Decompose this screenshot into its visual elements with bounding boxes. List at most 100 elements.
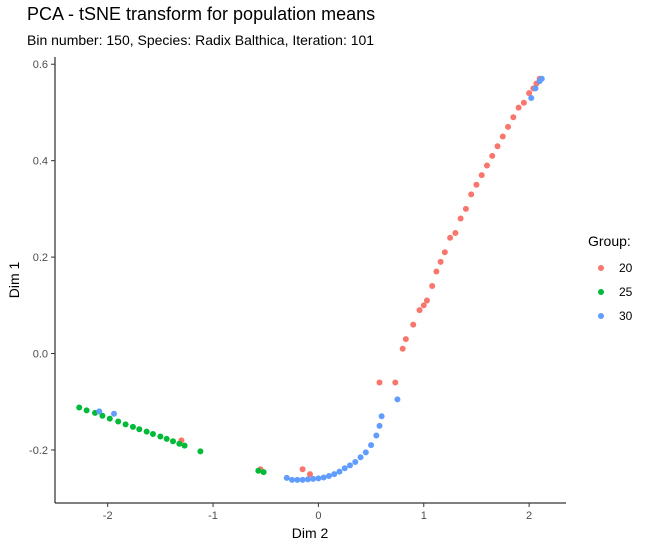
point-group-30 (336, 468, 343, 475)
point-group-20 (410, 321, 417, 328)
point-group-20 (478, 172, 485, 179)
x-tick-label: 0 (315, 510, 321, 522)
point-group-30 (368, 442, 375, 449)
point-group-20 (494, 143, 501, 150)
point-group-30 (283, 474, 290, 481)
legend-label-25: 25 (619, 285, 633, 299)
point-group-20 (499, 133, 506, 140)
legend-label-30: 30 (619, 309, 633, 323)
point-group-25 (255, 467, 262, 474)
legend-key-20 (598, 265, 604, 271)
point-group-20 (299, 466, 306, 473)
point-group-25 (136, 426, 143, 433)
point-group-30 (528, 94, 535, 101)
point-group-20 (473, 181, 480, 188)
legend: Group: 20 25 30 (588, 233, 633, 323)
chart-title: PCA - tSNE transform for population mean… (27, 4, 376, 24)
point-group-30 (532, 85, 539, 92)
point-group-25 (106, 415, 113, 422)
point-group-30 (304, 476, 311, 483)
point-group-30 (111, 410, 118, 417)
y-tick-label: 0.6 (33, 59, 48, 71)
point-group-30 (357, 454, 364, 461)
point-group-25 (115, 418, 122, 425)
point-group-20 (433, 268, 440, 275)
point-group-25 (176, 440, 183, 447)
point-group-30 (331, 471, 338, 478)
point-group-25 (149, 431, 156, 438)
point-group-25 (76, 404, 83, 411)
point-group-30 (538, 75, 545, 82)
point-group-20 (520, 99, 527, 106)
point-group-25 (122, 421, 129, 428)
point-group-30 (310, 475, 317, 482)
point-group-25 (163, 435, 170, 442)
chart-subtitle: Bin number: 150, Species: Radix Balthica… (27, 32, 375, 48)
point-group-20 (423, 297, 430, 304)
point-group-20 (505, 123, 512, 130)
point-group-30 (289, 476, 296, 483)
point-group-20 (399, 345, 406, 352)
point-group-20 (483, 162, 490, 169)
point-group-30 (341, 465, 348, 472)
x-tick-label: 2 (526, 510, 532, 522)
y-ticks: -0.2 0.0 0.2 0.4 0.6 (29, 59, 55, 457)
point-group-25 (129, 423, 136, 430)
point-group-30 (299, 476, 306, 483)
point-group-30 (352, 459, 359, 466)
point-group-20 (306, 471, 313, 478)
x-tick-label: -2 (103, 510, 113, 522)
point-group-20 (489, 152, 496, 159)
point-group-30 (294, 476, 301, 483)
point-group-20 (468, 191, 475, 198)
point-group-30 (325, 472, 332, 479)
point-group-25 (83, 407, 90, 414)
point-group-25 (99, 412, 106, 419)
y-tick-label: 0.0 (33, 349, 48, 361)
point-group-30 (320, 474, 327, 481)
y-axis-title: Dim 1 (6, 262, 22, 299)
x-tick-label: -1 (208, 510, 218, 522)
points-layer (76, 75, 545, 483)
point-group-20 (441, 249, 448, 256)
point-group-30 (394, 396, 401, 403)
point-group-30 (376, 422, 383, 429)
point-group-20 (437, 258, 444, 265)
point-group-20 (515, 104, 522, 111)
point-group-30 (96, 408, 103, 415)
y-tick-label: 0.2 (33, 252, 48, 264)
point-group-30 (315, 475, 322, 482)
point-group-25 (170, 438, 177, 445)
legend-title: Group: (588, 233, 631, 249)
point-group-20 (452, 229, 459, 236)
point-group-30 (362, 449, 369, 456)
legend-label-20: 20 (619, 261, 633, 275)
point-group-20 (392, 379, 399, 386)
x-ticks: -2 -1 0 1 2 (103, 503, 532, 522)
point-group-30 (347, 462, 354, 469)
point-group-20 (457, 215, 464, 222)
point-group-20 (416, 307, 423, 314)
point-group-25 (143, 428, 150, 435)
x-axis-title: Dim 2 (292, 525, 329, 541)
point-group-20 (510, 114, 517, 121)
y-tick-label: 0.4 (33, 156, 48, 168)
point-group-20 (526, 90, 533, 97)
point-group-20 (462, 205, 469, 212)
point-group-25 (197, 448, 204, 455)
point-group-25 (181, 442, 188, 449)
point-group-25 (260, 469, 267, 476)
x-tick-label: 1 (421, 510, 427, 522)
point-group-20 (402, 336, 409, 343)
point-group-30 (373, 432, 380, 439)
point-group-20 (376, 379, 383, 386)
y-tick-label: -0.2 (29, 445, 48, 457)
legend-key-30 (598, 313, 604, 319)
point-group-25 (157, 433, 164, 440)
point-group-30 (378, 413, 385, 420)
point-group-20 (420, 302, 427, 309)
point-group-20 (429, 283, 436, 290)
legend-key-25 (598, 289, 604, 295)
point-group-20 (447, 234, 454, 241)
